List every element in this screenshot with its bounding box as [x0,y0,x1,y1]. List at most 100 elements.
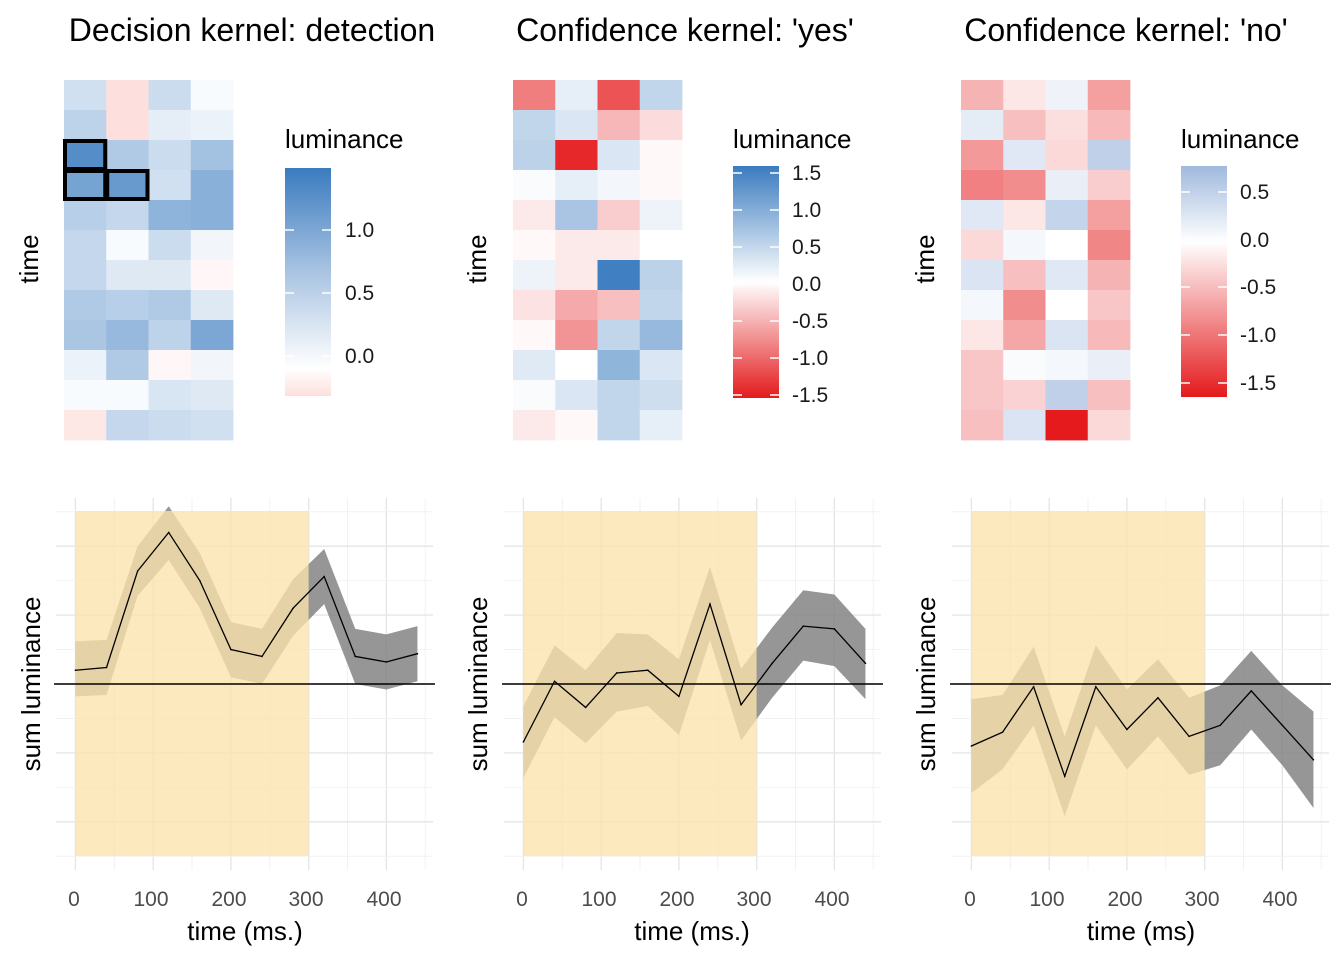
heatmap-cell [64,260,107,291]
x-tick-label: 0 [516,888,528,911]
heatmap-cell [639,290,683,321]
heatmap-cell [961,290,1004,321]
heatmap-cell [597,290,641,321]
heatmap-cell [639,80,683,111]
data-point [199,579,201,582]
heatmap-cell [555,320,598,351]
heatmap-cell [190,410,234,441]
heatmap-cell [961,230,1004,261]
heatmap-cell [513,200,556,231]
heatmap-cell [1087,140,1131,171]
heatmap-cell [148,260,192,291]
heatmap-cell [1087,380,1131,411]
heatmap-cell [106,320,149,351]
heatmap-cell [555,260,598,291]
data-point [385,661,388,663]
heatmap-detection [63,80,234,441]
x-tick-label: 400 [366,888,401,911]
heatmap-cell [639,230,683,261]
legend-tick-label: -1.5 [792,384,828,407]
heatmap-cell [1003,230,1046,261]
data-point [1219,724,1221,727]
heatmap-cell [106,170,149,201]
data-point [647,669,649,672]
heatmap-cell [1003,380,1046,411]
heatmap-cell [190,110,234,141]
legend-tick-label: -0.5 [1240,276,1276,299]
legend-title: luminance [1181,124,1300,154]
heatmap-cell [1087,230,1131,261]
heatmap-cell [1003,140,1046,171]
lineplot-yes [502,498,883,870]
data-point [261,655,263,658]
xticks-yes: 0 100 200 300 400 [516,888,849,911]
legend-tick-label: 0.5 [345,282,374,305]
legend-yes: luminance 1.5 1.0 0.5 0.0 -0.5 -1.0 -1.5 [733,124,852,407]
heatmap-cell [1045,170,1089,201]
heatmap-cell [597,110,641,141]
data-point [522,741,525,743]
heatmap-cell [64,140,107,171]
heatmap-cell [106,140,149,171]
heatmap-cell [1003,200,1046,231]
heatmap-cell [148,320,192,351]
heatmap-cell [639,260,683,291]
heatmap-cell [639,410,683,441]
data-point [970,745,973,747]
lineplot-no [950,498,1331,870]
data-point [709,603,711,605]
heatmap-cell [106,380,149,411]
heatmap-cell [64,380,107,411]
heatmap-cell [148,290,192,321]
legend-tick-label: -1.5 [1240,372,1276,395]
heatmap-cell [64,170,107,201]
data-point [615,672,618,674]
data-point [1250,690,1253,692]
data-point [1032,685,1035,688]
heatmap-cell [190,170,234,201]
heatmap-cell [597,410,641,441]
heatmap-cell [148,170,192,201]
heatmap-cell [555,380,598,411]
heatmap-cell [1087,80,1131,111]
legend-no: luminance 0.5 0.0 -0.5 -1.0 -1.5 [1181,124,1300,397]
heatmap-cell [1087,410,1131,441]
heatmap-cell [106,350,149,381]
heatmap-cell [597,380,641,411]
heatmap-ylabel-no: time [910,234,940,283]
heatmap-cell [190,380,234,411]
heatmap-cell [106,200,149,231]
data-point [864,662,867,665]
heatmap-cell [1087,290,1131,321]
x-tick-label: 400 [1262,888,1297,911]
heatmap-cell [1045,380,1089,411]
heatmap-cell [148,80,192,111]
heatmap-cell [190,320,234,351]
heatmap-cell [1045,140,1089,171]
data-point [74,669,77,672]
data-point [1063,775,1066,778]
data-point [1001,731,1004,734]
x-tick-label: 300 [1184,888,1219,911]
x-tick-label: 200 [1107,888,1142,911]
heatmap-cell [1045,350,1089,381]
heatmap-cell [106,80,149,111]
heatmap-cell [190,140,234,171]
data-point [354,655,357,658]
xticks-no: 0 100 200 300 400 [964,888,1297,911]
line-ylabel-yes: sum luminance [463,597,493,772]
heatmap-cell [961,410,1004,441]
heatmap-cell [555,170,598,201]
legend-detection: luminance 1.0 0.5 0.0 [285,124,404,396]
x-tick-label: 100 [133,888,168,911]
legend-title: luminance [285,124,404,154]
heatmap-cell [555,230,598,261]
heatmap-cell [1003,320,1046,351]
data-point [802,625,805,627]
heatmap-cell [513,170,556,201]
heatmap-cell [961,170,1004,201]
heatmap-cell [597,350,641,381]
heatmap-cell [513,290,556,321]
heatmap-cell [1087,170,1131,201]
